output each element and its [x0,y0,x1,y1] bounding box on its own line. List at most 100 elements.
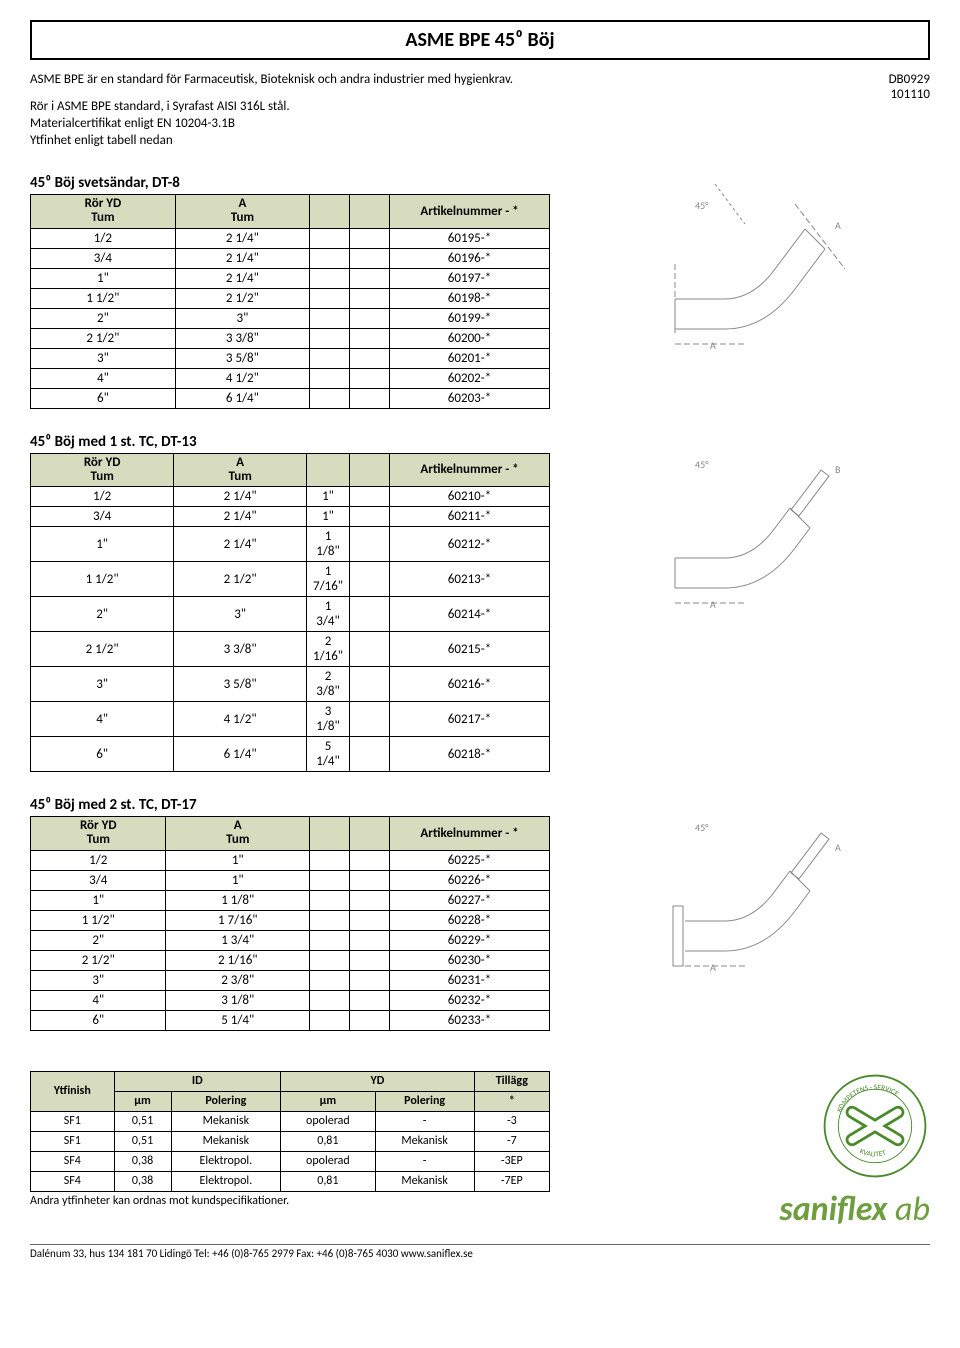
table1-title: 45⁰ Böj svetsändar, DT-8 [30,174,550,192]
elbow-1tc-icon: 45° A B [655,433,855,613]
brand-logo: saniflex ab [779,1189,930,1230]
table-cell [350,507,390,527]
table-cell: 1" [31,527,174,562]
table2-h-empty2 [350,453,390,487]
table3-title: 45⁰ Böj med 2 st. TC, DT-17 [30,796,550,814]
table-row: 6"6 1/4"60203-* [31,388,550,408]
table-cell: 5 1/4" [166,1010,310,1030]
table-cell [310,348,350,368]
table-cell: SF1 [31,1111,115,1131]
finish-h1: Ytfinish [31,1071,115,1111]
table-cell: 3" [175,308,309,328]
table-row: 2 1/2"3 3/8"60200-* [31,328,550,348]
table-cell: 60201-* [390,348,550,368]
table-row: 1"2 1/4"60197-* [31,268,550,288]
table-cell [310,910,350,930]
svg-text:A: A [835,219,841,232]
table-cell: 2 1/2" [31,328,176,348]
table-cell [310,950,350,970]
table-cell: 0,38 [114,1171,171,1191]
table-cell: 1 1/8" [307,527,350,562]
svg-text:KVALITET: KVALITET [858,1146,887,1158]
table-cell [310,870,350,890]
table-cell [350,268,390,288]
intro-row: ASME BPE är en standard för Farmaceutisk… [30,72,930,150]
table-cell: Mekanisk [375,1171,474,1191]
table-cell: 6" [31,737,174,772]
finish-sub-um2: µm [281,1091,375,1111]
table-cell: -3EP [474,1151,549,1171]
table-cell [350,248,390,268]
table-cell [350,667,390,702]
table-cell: Elektropol. [171,1171,281,1191]
table-cell: 3 5/8" [174,667,307,702]
table-cell: 1" [31,268,176,288]
table-cell: 1/2 [31,228,176,248]
table-cell: 60212-* [390,527,550,562]
table-cell: 4 1/2" [174,702,307,737]
table1-h-empty1 [310,195,350,229]
table-cell: 6" [31,1010,166,1030]
table-cell: 2 1/4" [175,228,309,248]
table-cell: -3 [474,1111,549,1131]
table-cell: Mekanisk [375,1131,474,1151]
table-cell: 3 5/8" [175,348,309,368]
intro-line4: Ytfinhet enligt tabell nedan [30,133,889,148]
table-cell: SF4 [31,1151,115,1171]
elbow-weld-icon: 45° A A [655,174,855,354]
finish-sub-pol1: Polering [171,1091,281,1111]
finish-sub-um1: µm [114,1091,171,1111]
table-cell [350,328,390,348]
table-cell: 2 1/4" [175,248,309,268]
table-cell: 1/2 [31,487,174,507]
quality-badge-icon: KOMPETENS · SERVICE KVALITET [820,1071,930,1181]
table-cell: 4" [31,990,166,1010]
table-cell: 1 1/2" [31,562,174,597]
table-cell: 60218-* [390,737,550,772]
table-cell [310,850,350,870]
table-cell [350,950,390,970]
page-title: ASME BPE 45⁰ Böj [30,20,930,60]
table-row: SF10,51Mekaniskopolerad--3 [31,1111,550,1131]
table-cell: 2 1/16" [166,950,310,970]
table2-h1: Rör YDTum [31,453,174,487]
table-row: SF10,51Mekanisk0,81Mekanisk-7 [31,1131,550,1151]
table-cell: 60197-* [390,268,550,288]
table-cell: 3 3/8" [175,328,309,348]
table-cell [310,288,350,308]
table1: Rör YDTum ATum Artikelnummer - * 1/22 1/… [30,194,550,409]
table-row: 2"1 3/4"60229-* [31,930,550,950]
table2-h3: Artikelnummer - * [390,453,550,487]
table-row: 3"3 5/8"60201-* [31,348,550,368]
svg-text:A: A [710,961,716,974]
table-row: 3/41"60226-* [31,870,550,890]
table-cell: 60228-* [390,910,550,930]
table-cell: 4" [31,368,176,388]
table-cell: 60227-* [390,890,550,910]
finish-h4: Tillägg [474,1071,549,1091]
table-cell [310,1010,350,1030]
table-cell [350,487,390,507]
table-cell: Mekanisk [171,1111,281,1131]
table-row: 1"2 1/4"1 1/8"60212-* [31,527,550,562]
table-cell: opolerad [281,1111,375,1131]
table-row: 2 1/2"2 1/16"60230-* [31,950,550,970]
table-cell [310,228,350,248]
table-row: 6"6 1/4"5 1/4"60218-* [31,737,550,772]
intro-line3: Materialcertifikat enligt EN 10204-3.1B [30,116,889,131]
table-row: 2"3"1 3/4"60214-* [31,597,550,632]
table3: Rör YDTum ATum Artikelnummer - * 1/21"60… [30,816,550,1031]
table-cell: 1" [166,870,310,890]
table-cell: 1" [166,850,310,870]
table-cell: 60211-* [390,507,550,527]
doc-meta: DB0929 101110 [889,72,930,150]
table-cell [310,268,350,288]
finish-sub-pol2: Polering [375,1091,474,1111]
table-cell: 60203-* [390,388,550,408]
table3-body: 1/21"60225-*3/41"60226-*1"1 1/8"60227-*1… [31,850,550,1030]
diagram3: 45° A A [580,796,930,1031]
table-cell [310,328,350,348]
brand-name: saniflex [779,1189,887,1230]
svg-text:45°: 45° [695,821,709,834]
table-row: SF40,38Elektropol.0,81Mekanisk-7EP [31,1171,550,1191]
